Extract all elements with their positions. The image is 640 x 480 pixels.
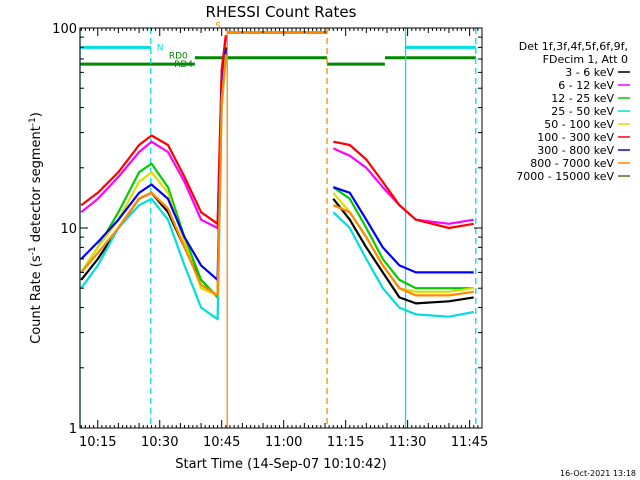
x-tick-label: 11:45 xyxy=(451,435,488,450)
y-axis-label-part: -1 xyxy=(28,246,38,255)
x-tick-label: 10:45 xyxy=(203,435,240,450)
plot-frame xyxy=(79,27,483,429)
vertical-markers xyxy=(79,28,477,428)
legend: Det 1f,3f,4f,5f,6f,9f,FDecim 1, Att 03 -… xyxy=(516,40,630,183)
legend-entry-label: 7000 - 15000 keV xyxy=(516,170,614,183)
x-tick-label: 11:15 xyxy=(327,435,364,450)
legend-header-line: Det 1f,3f,4f,5f,6f,9f, xyxy=(519,40,628,53)
x-tick-label: 11:00 xyxy=(265,435,302,450)
y-tick-label: 10 xyxy=(60,222,77,237)
legend-entry-label: 3 - 6 keV xyxy=(565,66,614,79)
series-line-25-50-kev xyxy=(80,58,474,321)
flag-label-rd0: RD0 xyxy=(169,52,188,62)
series-line-300-800-kev xyxy=(80,49,474,281)
chart-title: RHESSI Count Rates xyxy=(206,3,357,21)
legend-entry-label: 300 - 800 keV xyxy=(537,144,614,157)
y-axis-label: Count Rate (s-1 detector segment-1) xyxy=(28,112,44,344)
x-tick-label: 10:15 xyxy=(79,435,116,450)
series-line-800-7000-kev xyxy=(80,54,474,297)
y-tick-label: 1 xyxy=(69,422,77,437)
y-axis-label-part: detector segment xyxy=(29,126,44,246)
legend-header-line: FDecim 1, Att 0 xyxy=(543,53,628,66)
x-axis-label: Start Time (14-Sep-07 10:10:42) xyxy=(175,457,386,472)
legend-entry-label: 50 - 100 keV xyxy=(544,118,614,131)
series-line-12-25-kev xyxy=(80,52,474,299)
x-tick-label: 10:30 xyxy=(141,435,178,450)
footer-timestamp: 16-Oct-2021 13:18 xyxy=(560,469,636,478)
series-line-50-100-kev xyxy=(80,56,474,297)
legend-entry-label: 100 - 300 keV xyxy=(537,131,614,144)
legend-entry-label: 800 - 7000 keV xyxy=(530,157,614,170)
legend-entry-label: 25 - 50 keV xyxy=(551,105,614,118)
flag-label-rd4: RD4 xyxy=(174,60,193,70)
legend-entry-label: 6 - 12 keV xyxy=(558,79,614,92)
series-line-3-6-kev xyxy=(80,47,474,305)
y-axis-label-part: Count Rate (s xyxy=(29,255,44,344)
y-tick-label: 100 xyxy=(52,22,77,37)
series-lines xyxy=(80,35,474,321)
y-axis-label-part: -1 xyxy=(28,117,38,126)
x-tick-label: 11:30 xyxy=(389,435,426,450)
flag-label-s: S xyxy=(215,21,221,31)
flag-label-n: N xyxy=(157,43,164,53)
y-axis-label-part: ) xyxy=(29,112,44,117)
axes: 1 10 100 10:15 10:30 10:45 11:00 11:15 11:30 11:4… xyxy=(52,22,488,450)
legend-entry-label: 12 - 25 keV xyxy=(551,92,614,105)
